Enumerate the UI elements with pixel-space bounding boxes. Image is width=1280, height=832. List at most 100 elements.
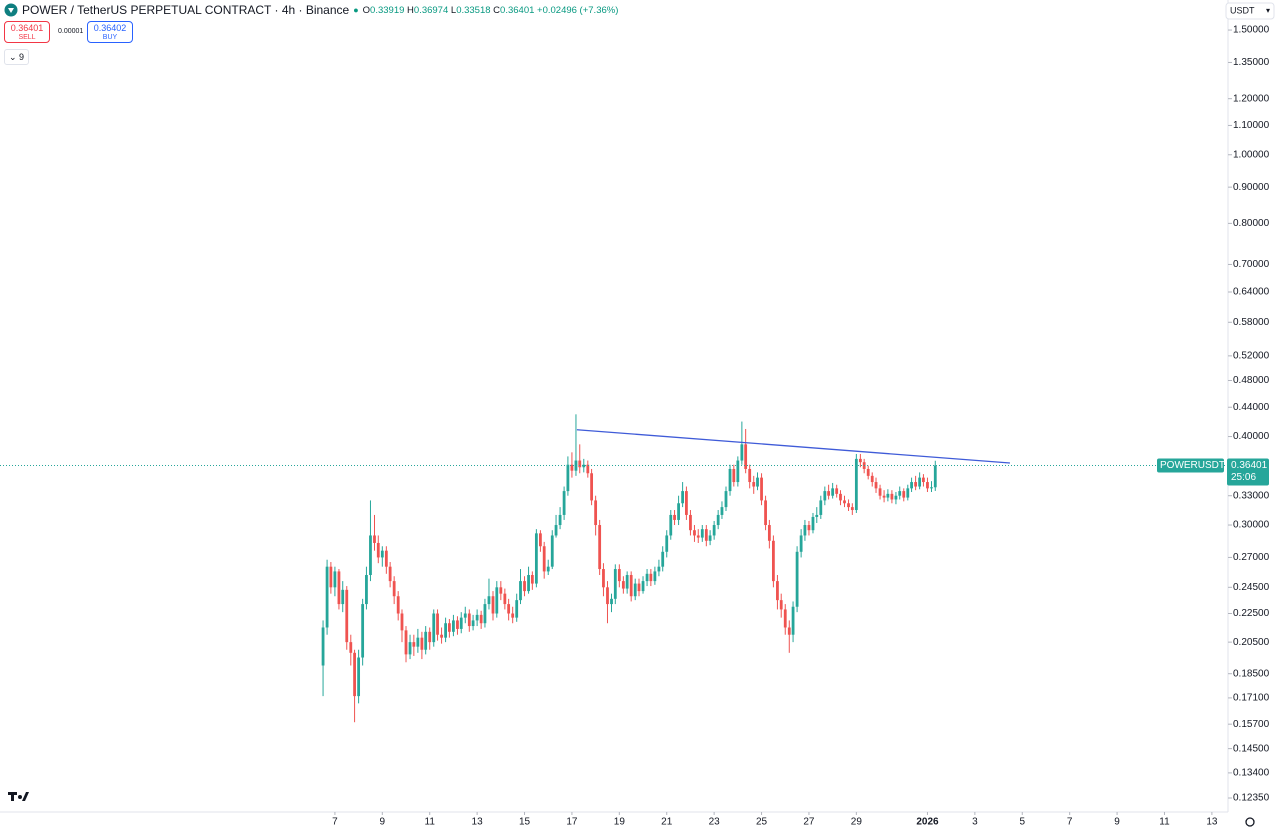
candle-body xyxy=(408,642,412,655)
trend-line xyxy=(576,429,1010,464)
candle-body xyxy=(771,540,775,582)
candle-body xyxy=(384,550,388,567)
y-tick-label: 0.30000 xyxy=(1233,520,1270,531)
candle-body xyxy=(728,468,732,492)
candle-body xyxy=(847,503,850,508)
currency-button[interactable] xyxy=(1225,2,1275,20)
x-tick-label: 11 xyxy=(425,817,436,828)
candle-body xyxy=(906,488,910,498)
settings-icon[interactable] xyxy=(1245,817,1255,827)
x-tick-label: 9 xyxy=(1114,817,1120,828)
candle-body xyxy=(325,566,329,628)
dropdown-caret: ▾ xyxy=(1266,6,1270,15)
candle-body xyxy=(539,533,542,547)
candle-body xyxy=(689,514,692,531)
spread: 0.00001 xyxy=(58,28,84,35)
x-tick-label: 27 xyxy=(803,817,815,828)
x-tick-label: 29 xyxy=(851,817,863,828)
candle-body xyxy=(436,613,439,635)
legend-header: POWER / TetherUS PERPETUAL CONTRACT · 4h… xyxy=(4,3,618,17)
candle-body xyxy=(329,566,333,588)
candle-body xyxy=(566,464,570,492)
candle-body xyxy=(396,596,400,614)
y-tick-label: 0.12350 xyxy=(1233,793,1270,804)
candle-body xyxy=(795,551,799,607)
candle-body xyxy=(365,575,368,605)
candle-body xyxy=(440,634,443,638)
candle-body xyxy=(444,623,447,638)
candle-body xyxy=(527,575,530,592)
indicators-toggle[interactable]: ⌄ 9 xyxy=(4,49,30,65)
candle-body xyxy=(353,652,356,697)
y-tick-label: 1.00000 xyxy=(1233,149,1270,160)
candle-body xyxy=(776,581,779,601)
candle-body xyxy=(693,530,696,536)
candle-body xyxy=(562,491,566,515)
y-tick-label: 0.33000 xyxy=(1233,490,1270,501)
x-tick-label: 17 xyxy=(566,817,578,828)
candle-body xyxy=(716,514,720,526)
candle-body xyxy=(428,631,432,643)
candle-body xyxy=(456,620,459,629)
candle-body xyxy=(898,491,902,496)
ohlc-label: H xyxy=(407,4,414,16)
x-tick-label: 7 xyxy=(332,817,338,828)
candle-body xyxy=(764,500,767,526)
x-tick-label: 5 xyxy=(1019,817,1025,828)
candle-body xyxy=(886,493,890,498)
candle-body xyxy=(590,473,594,501)
candle-body xyxy=(447,623,451,632)
candle-body xyxy=(685,491,688,515)
candle-body xyxy=(756,477,759,487)
candle-body xyxy=(673,514,676,520)
sell-label: SELL xyxy=(18,34,36,41)
candle-body xyxy=(610,598,613,605)
currency: USDT xyxy=(1230,5,1255,15)
candle-body xyxy=(870,475,874,483)
candle-body xyxy=(530,575,534,584)
candle-body xyxy=(515,600,519,618)
candle-body xyxy=(416,637,420,647)
candle-body xyxy=(432,613,436,643)
y-tick-label: 0.24500 xyxy=(1233,582,1270,593)
candle-body xyxy=(787,627,791,635)
x-tick-label: 13 xyxy=(1206,817,1218,828)
candle-body xyxy=(491,596,495,614)
candle-body xyxy=(361,604,365,658)
ohlc-value: 0.36401 xyxy=(500,4,535,16)
ohlc-value: 0.33518 xyxy=(456,4,491,16)
candle-body xyxy=(388,566,392,582)
candle-body xyxy=(918,477,922,487)
candle-body xyxy=(586,464,590,474)
candle-body xyxy=(791,606,795,635)
candle-body xyxy=(546,566,550,572)
ohlc-label: L xyxy=(450,4,457,16)
candle-body xyxy=(815,514,819,517)
buy-label: BUY xyxy=(102,34,118,41)
candle-body xyxy=(724,491,728,508)
candle-body xyxy=(321,627,325,666)
candle-body xyxy=(483,604,487,624)
candle-body xyxy=(487,596,491,605)
caret: ⌄ xyxy=(9,52,20,62)
candle-body xyxy=(582,464,586,468)
y-tick-label: 0.13400 xyxy=(1233,768,1270,779)
y-tick-label: 0.58000 xyxy=(1233,317,1270,328)
candle-body xyxy=(649,573,653,582)
ohlc-label: O xyxy=(362,4,371,16)
candle-body xyxy=(677,503,680,520)
y-tick-label: 0.27000 xyxy=(1233,552,1270,563)
candle-body xyxy=(570,464,574,471)
sell-button[interactable]: 0.36401 SELL xyxy=(4,21,50,43)
candle-body xyxy=(420,637,424,650)
candle-body xyxy=(657,566,661,572)
candle-body xyxy=(341,589,345,605)
candle-body xyxy=(720,507,724,515)
candle-body xyxy=(807,525,811,531)
buy-button[interactable]: 0.36402 BUY xyxy=(87,21,133,43)
y-tick-label: 0.90000 xyxy=(1233,182,1270,193)
candle-body xyxy=(704,529,708,541)
x-tick-label: 13 xyxy=(472,817,484,828)
